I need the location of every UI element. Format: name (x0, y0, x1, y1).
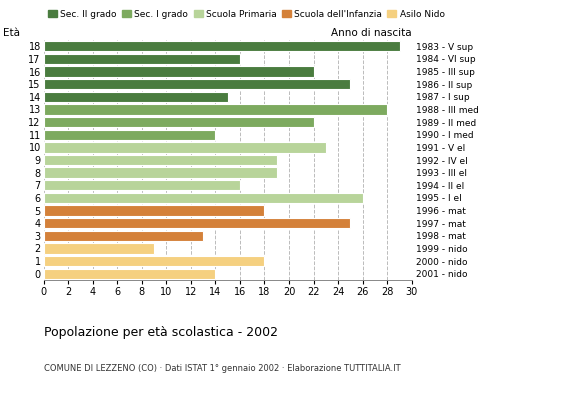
Text: Età: Età (3, 28, 20, 38)
Text: COMUNE DI LEZZENO (CO) · Dati ISTAT 1° gennaio 2002 · Elaborazione TUTTITALIA.IT: COMUNE DI LEZZENO (CO) · Dati ISTAT 1° g… (44, 364, 400, 373)
Bar (44, 180, 240, 190)
Text: Popolazione per età scolastica - 2002: Popolazione per età scolastica - 2002 (44, 326, 277, 339)
Bar (44, 41, 400, 52)
Bar (44, 193, 362, 203)
Text: Anno di nascita: Anno di nascita (331, 28, 412, 38)
Bar (44, 256, 264, 266)
Bar (44, 155, 277, 165)
Bar (44, 104, 387, 115)
Legend: Sec. II grado, Sec. I grado, Scuola Primaria, Scuola dell'Infanzia, Asilo Nido: Sec. II grado, Sec. I grado, Scuola Prim… (48, 10, 445, 19)
Bar (44, 231, 203, 241)
Bar (44, 79, 350, 89)
Bar (44, 117, 314, 127)
Bar (44, 218, 350, 228)
Bar (44, 205, 264, 216)
Bar (44, 130, 215, 140)
Bar (44, 168, 277, 178)
Bar (44, 268, 215, 279)
Bar (44, 66, 314, 77)
Bar (44, 92, 227, 102)
Bar (44, 142, 326, 152)
Bar (44, 243, 154, 254)
Bar (44, 54, 240, 64)
